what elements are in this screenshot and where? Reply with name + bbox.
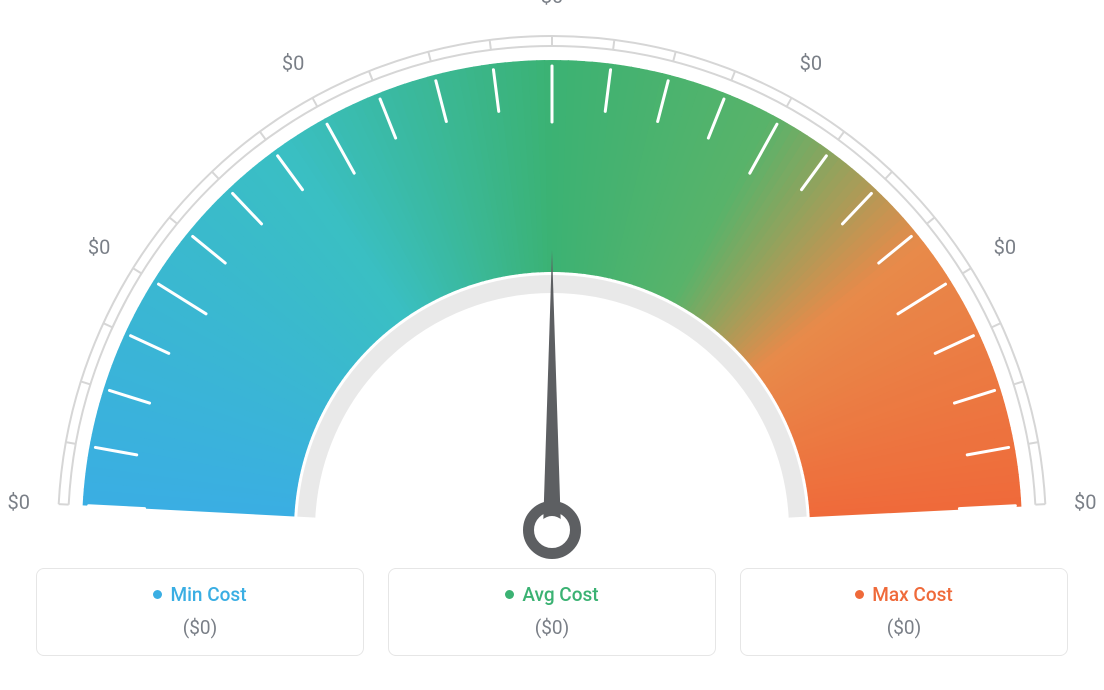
legend-label-max: Max Cost: [872, 583, 952, 606]
gauge-tick-label: $0: [994, 235, 1016, 259]
legend-dot-avg: [505, 590, 514, 599]
legend-card-max: Max Cost ($0): [740, 568, 1068, 656]
gauge-tick-label: $0: [88, 235, 110, 259]
legend-card-avg: Avg Cost ($0): [388, 568, 716, 656]
legend-title-avg: Avg Cost: [505, 583, 598, 606]
gauge-tick-label: $0: [282, 51, 304, 75]
legend-value-max: ($0): [741, 616, 1067, 639]
legend-title-max: Max Cost: [855, 583, 952, 606]
gauge-chart-container: $0 $0 $0 $0 $0 $0 $0 Min Cost ($0) Avg Cost ($…: [0, 0, 1104, 690]
gauge-svg: [0, 0, 1104, 560]
legend-value-min: ($0): [37, 616, 363, 639]
legend-dot-min: [153, 590, 162, 599]
legend-card-min: Min Cost ($0): [36, 568, 364, 656]
legend-dot-max: [855, 590, 864, 599]
gauge-area: $0 $0 $0 $0 $0 $0 $0: [0, 0, 1104, 560]
gauge-tick-label: $0: [1074, 490, 1096, 514]
gauge-tick-label: $0: [541, 0, 563, 8]
legend-row: Min Cost ($0) Avg Cost ($0) Max Cost ($0…: [0, 568, 1104, 656]
legend-value-avg: ($0): [389, 616, 715, 639]
legend-label-min: Min Cost: [170, 583, 246, 606]
gauge-tick-label: $0: [7, 490, 29, 514]
legend-label-avg: Avg Cost: [522, 583, 598, 606]
gauge-tick-label: $0: [800, 51, 822, 75]
legend-title-min: Min Cost: [153, 583, 246, 606]
